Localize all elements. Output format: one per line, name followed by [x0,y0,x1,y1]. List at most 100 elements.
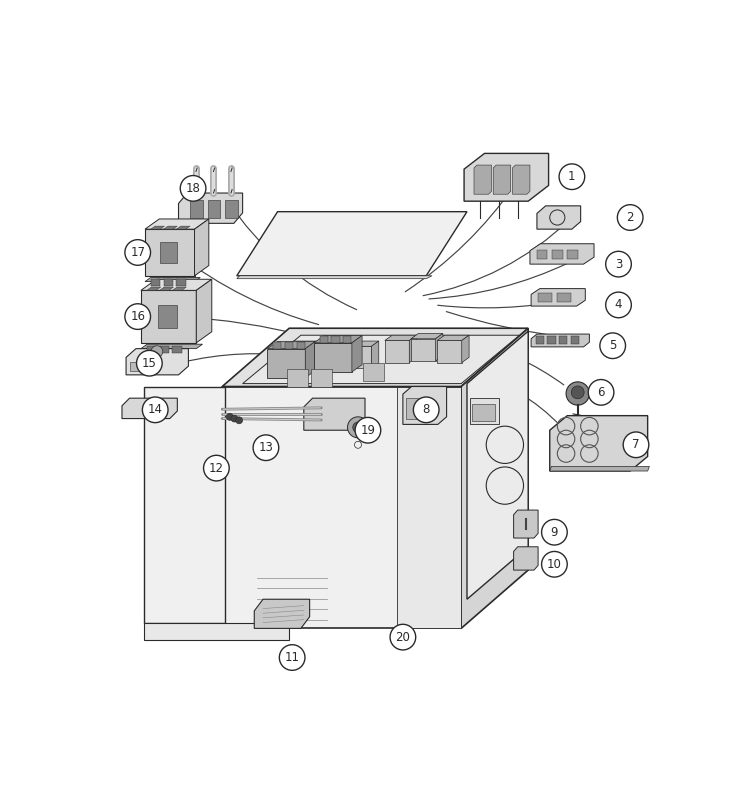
Polygon shape [195,219,209,276]
Polygon shape [223,386,461,628]
Polygon shape [311,341,317,369]
Circle shape [588,379,614,405]
Polygon shape [160,242,177,263]
Polygon shape [514,546,538,570]
Polygon shape [286,346,311,369]
Circle shape [559,164,585,190]
Text: 1: 1 [569,170,575,183]
Circle shape [605,251,632,277]
Polygon shape [285,342,293,349]
Polygon shape [190,200,203,218]
Polygon shape [464,154,549,201]
Polygon shape [126,349,189,375]
Polygon shape [159,287,174,290]
Polygon shape [550,466,650,471]
Polygon shape [144,622,290,640]
Polygon shape [437,335,469,341]
Text: 14: 14 [147,403,162,416]
Circle shape [617,205,643,230]
Polygon shape [178,193,243,223]
Text: 9: 9 [550,526,558,538]
Polygon shape [403,386,447,424]
Text: 11: 11 [285,651,299,664]
Text: 16: 16 [130,310,145,323]
Circle shape [541,551,567,577]
Circle shape [235,417,243,424]
Polygon shape [164,278,173,286]
Polygon shape [243,335,520,384]
Polygon shape [273,342,281,349]
Polygon shape [196,279,212,343]
Circle shape [180,175,206,201]
Polygon shape [296,342,305,349]
Polygon shape [552,250,562,259]
Polygon shape [151,226,165,229]
Circle shape [279,645,305,670]
Polygon shape [147,346,156,354]
Polygon shape [254,599,310,628]
Polygon shape [385,341,409,362]
Circle shape [125,240,150,266]
Polygon shape [385,335,417,341]
Polygon shape [347,346,371,369]
Polygon shape [145,229,195,276]
Circle shape [605,292,632,318]
Polygon shape [470,398,499,424]
Polygon shape [237,276,432,278]
Text: 4: 4 [615,298,622,311]
Polygon shape [144,386,225,622]
Circle shape [347,417,368,438]
Polygon shape [332,336,340,343]
Polygon shape [141,279,212,290]
Circle shape [600,333,626,358]
Polygon shape [141,344,202,349]
Text: 5: 5 [609,339,617,352]
Circle shape [390,624,416,650]
Circle shape [541,519,567,545]
Circle shape [253,435,279,461]
Polygon shape [512,165,530,194]
Polygon shape [305,342,316,378]
Polygon shape [411,338,435,361]
Polygon shape [514,510,538,538]
Polygon shape [268,342,316,349]
Polygon shape [145,219,209,229]
Polygon shape [347,341,379,346]
Polygon shape [315,345,339,366]
Polygon shape [538,294,552,302]
Polygon shape [474,165,492,194]
Polygon shape [462,335,469,362]
Circle shape [151,346,162,358]
Polygon shape [435,334,443,361]
Polygon shape [556,294,571,302]
Circle shape [566,382,590,405]
Polygon shape [225,200,238,218]
Polygon shape [461,328,528,628]
Polygon shape [493,165,511,194]
Polygon shape [467,331,528,599]
Polygon shape [537,206,581,229]
Polygon shape [314,343,352,372]
Circle shape [226,414,233,420]
Polygon shape [531,289,585,306]
Polygon shape [339,339,347,366]
Text: 3: 3 [615,258,622,270]
Circle shape [231,415,238,422]
Polygon shape [547,336,556,344]
Polygon shape [130,362,147,371]
Text: 18: 18 [186,182,201,195]
Polygon shape [371,341,379,369]
Polygon shape [559,336,567,344]
Text: 13: 13 [259,442,274,454]
Circle shape [414,397,439,422]
Polygon shape [159,346,169,354]
Polygon shape [304,398,365,430]
Polygon shape [208,200,220,218]
Text: 6: 6 [597,386,605,399]
Polygon shape [315,339,347,345]
Text: 15: 15 [142,357,157,370]
Text: 20: 20 [396,630,411,644]
Polygon shape [172,287,186,290]
Polygon shape [164,226,177,229]
Circle shape [623,432,649,458]
